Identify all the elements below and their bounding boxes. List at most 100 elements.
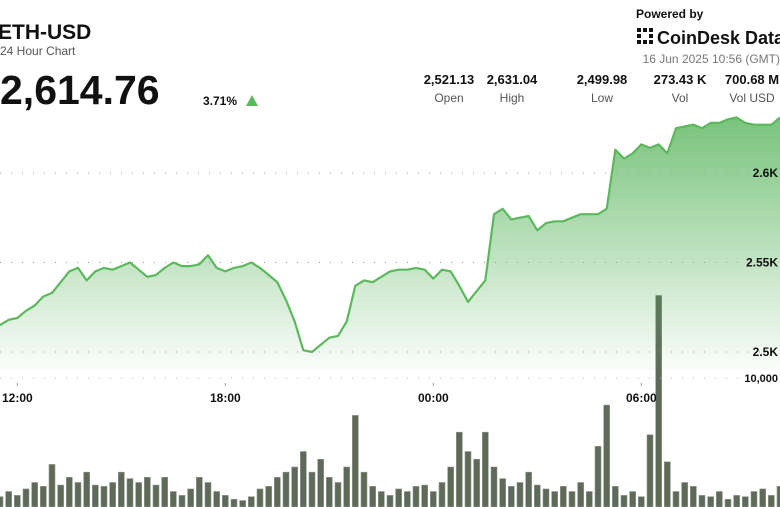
volume-bar <box>152 484 160 507</box>
volume-bar <box>742 496 749 507</box>
volume-bar <box>126 478 134 507</box>
volume-bar <box>750 491 758 507</box>
volume-bar <box>291 466 298 507</box>
x-tick-label: 00:00 <box>418 391 449 405</box>
volume-bar <box>326 477 333 507</box>
stat-value: 2,521.13 <box>424 72 475 87</box>
volume-bar <box>144 477 151 507</box>
volume-bar <box>308 471 316 507</box>
volume-bar <box>482 431 489 507</box>
volume-bar <box>22 488 30 507</box>
volume-bar <box>74 482 82 507</box>
volume-bar <box>5 491 12 507</box>
volume-bar <box>646 434 654 507</box>
volume-bar <box>707 496 714 507</box>
volume-bar <box>768 495 775 507</box>
volume-bar <box>40 486 47 507</box>
volume-bar <box>473 458 480 507</box>
volume-bar <box>534 484 541 507</box>
price: 2,614.76 <box>0 67 160 113</box>
volume-bar <box>83 471 90 507</box>
brand: CoinDesk Data <box>657 28 780 48</box>
volume-bar <box>14 495 21 507</box>
x-tick-label: 18:00 <box>210 391 241 405</box>
stat-label: Low <box>591 91 613 105</box>
y-tick-label: 2.55K <box>746 256 778 270</box>
volume-bar <box>135 482 142 507</box>
price-line <box>0 116 780 354</box>
volume-bar <box>690 486 697 507</box>
volume-bar <box>620 495 628 507</box>
volume-bar <box>66 477 73 507</box>
volume-bar <box>274 477 281 507</box>
volume-bar <box>360 471 368 507</box>
brand-logo <box>637 28 653 44</box>
volume-bar <box>525 471 532 507</box>
volume-bar <box>724 498 732 507</box>
volume-bar <box>161 477 168 507</box>
volume-bar <box>378 491 385 507</box>
volume-bar <box>343 466 350 507</box>
volume-bar <box>178 495 186 507</box>
stat-value: 2,499.98 <box>577 72 628 87</box>
volume-bar <box>170 491 177 507</box>
volume-bar <box>248 496 255 507</box>
change: 3.71% <box>203 94 237 108</box>
volume-bar <box>594 446 602 507</box>
title: ETH-USD <box>0 21 91 44</box>
volume-bar <box>421 484 428 507</box>
stat-value: 273.43 K <box>654 72 707 87</box>
volume-bar <box>672 491 680 507</box>
volume-bar <box>464 451 472 507</box>
up-arrow <box>246 95 258 106</box>
volume-bar <box>490 466 498 507</box>
volume-bar <box>681 482 688 507</box>
stat-label: High <box>500 91 525 105</box>
volume-bar <box>759 488 766 507</box>
volume-bar <box>456 431 463 507</box>
volume-bar <box>586 491 593 507</box>
volume-bar <box>187 488 194 507</box>
subtitle: 24 Hour Chart <box>0 44 76 58</box>
volume-bar <box>776 486 780 507</box>
volume-bar <box>395 488 402 507</box>
volume-bar <box>317 458 324 507</box>
y-tick-label: 2.6K <box>753 166 779 180</box>
volume-bar <box>612 486 619 507</box>
volume-bar <box>57 484 64 507</box>
volume-bar <box>213 491 220 507</box>
volume-bar <box>438 482 446 507</box>
volume-bar <box>300 451 307 507</box>
plot: 2.5K 2.55K 2.6K 10,000 12:00 18:00 00:00 06:00 <box>0 116 780 507</box>
volume-bar <box>386 495 394 507</box>
y2-tick-label: 10,000 <box>744 373 778 385</box>
stat-value: 700.68 M <box>725 72 779 87</box>
volume-bar <box>369 486 376 507</box>
volume-bar <box>568 491 576 507</box>
volume-bar <box>508 486 515 507</box>
volume-bar <box>542 488 550 507</box>
volume-bar <box>265 486 272 507</box>
volume-bar <box>0 496 4 507</box>
volume-bar <box>48 464 56 507</box>
volume-bar <box>430 491 437 507</box>
volume-bar <box>733 495 740 507</box>
price-area <box>0 117 780 370</box>
volume-bar <box>499 478 506 507</box>
y-tick-label: 2.5K <box>753 345 779 359</box>
volume-bar <box>282 471 290 507</box>
stat-value: 2,631.04 <box>487 72 538 87</box>
volume-bar <box>404 491 411 507</box>
x-tick-label: 12:00 <box>2 391 33 405</box>
volume-bar <box>638 496 645 507</box>
volume-bar <box>447 466 454 507</box>
volume-bar <box>334 482 342 507</box>
volume-bar <box>92 484 99 507</box>
stat-label: Vol USD <box>729 91 775 105</box>
volume-bar <box>204 482 212 507</box>
volume-bar <box>230 498 238 507</box>
volume-bar <box>239 500 246 507</box>
stat-label: Open <box>434 91 463 105</box>
